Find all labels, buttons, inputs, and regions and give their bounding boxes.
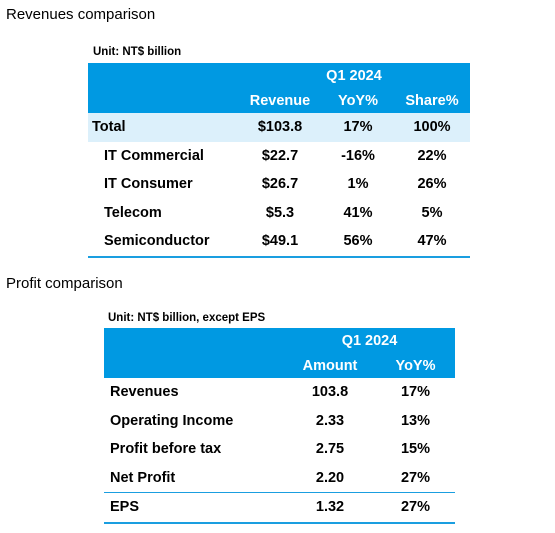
table-row: Telecom $5.3 41% 5%	[88, 199, 470, 228]
row-label: EPS	[104, 492, 284, 523]
cell-value: 15%	[400, 441, 431, 458]
cell-value: 103.8	[311, 384, 349, 401]
cell-value: $49.1	[261, 233, 299, 250]
table-row: Operating Income 2.33 13%	[104, 407, 455, 436]
profit-table: Q1 2024 Amount YoY% Revenues 103.8 17% Operat…	[104, 328, 456, 524]
unit-note: Unit: NT$ billion, except EPS	[108, 312, 266, 324]
column-header: Revenue	[238, 88, 322, 113]
row-label: Operating Income	[110, 412, 234, 429]
cell-value: 27%	[376, 492, 456, 523]
table-row: IT Commercial $22.7 -16% 22%	[88, 142, 470, 171]
cell-value: 22%	[417, 147, 447, 164]
header-row: Revenue YoY% Share%	[88, 88, 470, 113]
cell-value: 2.75	[315, 441, 345, 458]
cell-value: 13%	[400, 412, 431, 429]
cell-value: $26.7	[261, 176, 299, 193]
row-label: Semiconductor	[104, 233, 210, 250]
row-label: Profit before tax	[110, 441, 222, 458]
row-label: IT Consumer	[104, 176, 193, 193]
cell-value: 26%	[417, 176, 447, 193]
cell-value: 17%	[400, 384, 431, 401]
header-cell	[88, 88, 238, 113]
column-header: Share%	[394, 88, 470, 113]
column-header: YoY%	[376, 353, 456, 378]
cell-value: 100%	[394, 113, 470, 142]
cell-value: $103.8	[238, 113, 322, 142]
table-row: Profit before tax 2.75 15%	[104, 435, 455, 464]
cell-value: 1.32	[284, 492, 376, 523]
header-row: Amount YoY%	[104, 353, 456, 378]
table-row: Total $103.8 17% 100%	[88, 113, 470, 142]
table-row: Net Profit 2.20 27%	[104, 464, 455, 493]
section-title: Revenues comparison	[6, 6, 156, 23]
period-header: Q1 2024	[284, 328, 456, 353]
column-header: Amount	[284, 353, 376, 378]
section-title: Profit comparison	[6, 275, 123, 292]
cell-value: $5.3	[265, 204, 295, 221]
row-label: Total	[88, 113, 238, 142]
table-row: Revenues 103.8 17%	[104, 378, 455, 407]
row-label: IT Commercial	[104, 147, 204, 164]
cell-value: $22.7	[261, 147, 299, 164]
table-row: EPS 1.32 27%	[104, 492, 456, 523]
cell-value: 47%	[417, 233, 447, 250]
cell-value: 41%	[343, 204, 373, 221]
row-label: Telecom	[104, 204, 162, 221]
period-header: Q1 2024	[238, 63, 470, 88]
unit-note: Unit: NT$ billion	[93, 46, 182, 58]
cell-value: 1%	[347, 176, 369, 193]
cell-value: 56%	[343, 233, 373, 250]
table-row: Semiconductor $49.1 56% 47%	[88, 227, 470, 257]
cell-value: 5%	[421, 204, 443, 221]
table-row: IT Consumer $26.7 1% 26%	[88, 170, 470, 199]
cell-value: 2.33	[315, 412, 345, 429]
cell-value: 27%	[400, 469, 431, 486]
header-cell	[104, 353, 284, 378]
cell-value: 2.20	[315, 469, 345, 486]
cell-value: 17%	[322, 113, 394, 142]
revenue-table: Q1 2024 Revenue YoY% Share% Total $103.8 17% 1…	[88, 63, 470, 258]
cell-value: -16%	[341, 147, 375, 164]
row-label: Net Profit	[110, 469, 176, 486]
row-label: Revenues	[110, 384, 179, 401]
column-header: YoY%	[322, 88, 394, 113]
